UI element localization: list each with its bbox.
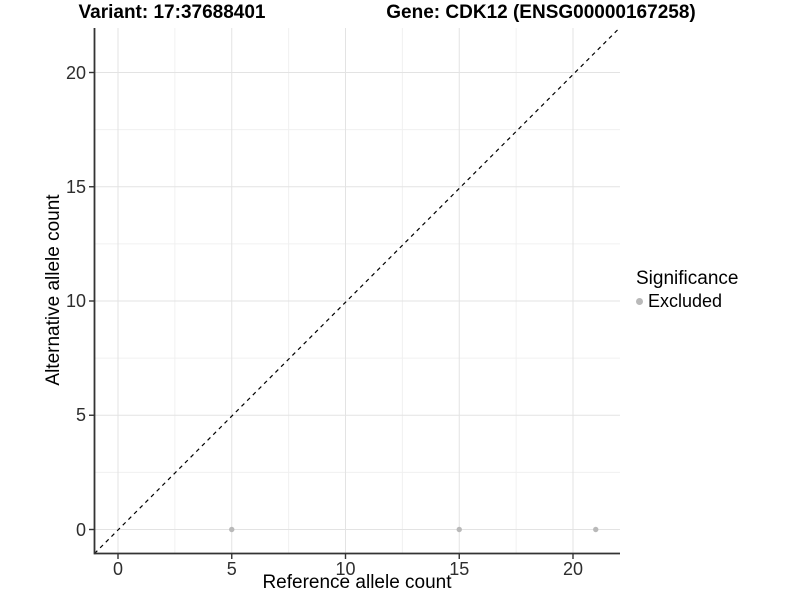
- plot-title-gene: Gene: CDK12 (ENSG00000167258): [386, 2, 696, 23]
- x-tick-label: 20: [562, 559, 584, 579]
- legend: Significance Excluded: [636, 268, 738, 311]
- y-tick-label: 20: [65, 62, 86, 83]
- legend-item-excluded: Excluded: [636, 291, 738, 311]
- x-tick-label: 10: [335, 559, 356, 579]
- legend-item-label: Excluded: [648, 291, 723, 311]
- x-axis-title: Reference allele count: [262, 572, 452, 593]
- y-tick-label: 5: [75, 405, 86, 426]
- excluded-point-swatch-icon: [636, 297, 643, 305]
- x-tick-label: 5: [226, 559, 237, 579]
- legend-title: Significance: [636, 268, 739, 289]
- identity-dashed-line: [94, 27, 620, 554]
- x-tick-label: 15: [449, 559, 470, 579]
- data-point: [456, 526, 462, 533]
- plot-title-variant: Variant: 17:37688401: [78, 2, 266, 23]
- x-tick-label: 0: [112, 559, 123, 579]
- data-point: [593, 526, 599, 533]
- y-tick-label: 10: [65, 291, 86, 311]
- y-tick-label: 0: [75, 519, 86, 540]
- y-tick-label: 15: [65, 176, 86, 197]
- data-point: [229, 526, 235, 533]
- y-axis-title: Alternative allele count: [43, 194, 64, 386]
